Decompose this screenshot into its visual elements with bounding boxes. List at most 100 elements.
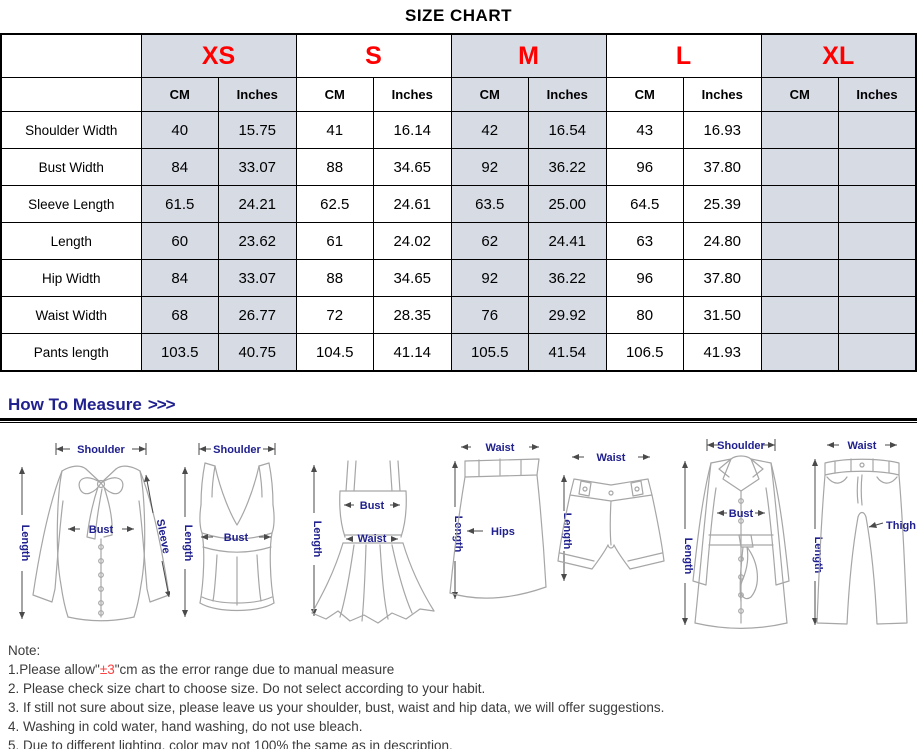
- size-value-cell: 41: [295, 111, 374, 149]
- unit-header-inches: Inches: [683, 77, 762, 112]
- size-value-cell-empty: [760, 296, 839, 334]
- size-value-cell-empty: [838, 185, 917, 223]
- length-arrow: [452, 461, 459, 599]
- size-header-xs: XS: [140, 33, 297, 78]
- bust-arrow: [201, 534, 272, 540]
- unit-header-inches: Inches: [373, 77, 452, 112]
- length-arrow: [681, 461, 688, 625]
- page-title: SIZE CHART: [405, 6, 512, 25]
- row-label: Pants length: [0, 333, 142, 372]
- diagram-dress: Length Bust Waist: [311, 460, 435, 624]
- size-value-cell-empty: [760, 148, 839, 186]
- size-value-cell: 41.93: [683, 333, 762, 372]
- shoulder-label: Shoulder: [717, 440, 765, 452]
- size-value-cell: 28.35: [373, 296, 452, 334]
- bust-label: Bust: [729, 508, 754, 520]
- size-value-cell: 96: [605, 148, 684, 186]
- size-value-cell: 64.5: [605, 185, 684, 223]
- unit-header-inches: Inches: [218, 77, 297, 112]
- size-value-cell: 33.07: [218, 259, 297, 297]
- shoulder-arrow: [706, 439, 776, 451]
- diagram-pants: Waist Length Thigh: [811, 440, 916, 625]
- shoulder-label: Shoulder: [77, 444, 125, 456]
- size-value-cell: 103.5: [140, 333, 219, 372]
- table-row: Waist Width 68 26.77 72 28.35 76 29.92 8…: [0, 296, 917, 334]
- size-value-cell: 31.50: [683, 296, 762, 334]
- size-value-cell: 25.00: [528, 185, 607, 223]
- unit-header-cm: CM: [295, 77, 374, 112]
- waist-arrow: [826, 442, 897, 448]
- notes-heading: Note:: [8, 643, 41, 658]
- bust-arrow: [68, 526, 134, 532]
- size-value-cell: 24.61: [373, 185, 452, 223]
- unit-header-row: CM Inches CM Inches CM Inches CM Inches …: [0, 77, 917, 112]
- size-value-cell-empty: [838, 296, 917, 334]
- waist-label: Waist: [486, 442, 515, 454]
- size-value-cell: 88: [295, 148, 374, 186]
- length-arrow: [182, 467, 189, 617]
- size-value-cell-empty: [838, 222, 917, 260]
- bust-arrow: [716, 510, 765, 516]
- note-item-2: 2. Please check size chart to choose siz…: [8, 681, 486, 696]
- unit-header-inches: Inches: [838, 77, 917, 112]
- size-value-cell: 88: [295, 259, 374, 297]
- size-header-row: XS S M L XL: [0, 33, 917, 78]
- waist-label: Waist: [358, 533, 387, 545]
- length-arrow: [560, 475, 567, 581]
- tank-top-drawing: [199, 462, 275, 612]
- size-value-cell: 29.92: [528, 296, 607, 334]
- size-value-cell: 76: [450, 296, 529, 334]
- size-value-cell: 26.77: [218, 296, 297, 334]
- size-value-cell: 92: [450, 148, 529, 186]
- unit-header-cm: CM: [760, 77, 839, 112]
- size-value-cell-empty: [838, 333, 917, 372]
- sleeve-arrow: [144, 474, 170, 598]
- size-value-cell-empty: [760, 259, 839, 297]
- chevrons-icon: >>>: [147, 395, 176, 414]
- blouse-drawing: [32, 465, 170, 622]
- row-label: Sleeve Length: [0, 185, 142, 223]
- how-to-measure-text: How To Measure: [8, 395, 142, 414]
- size-value-cell-empty: [760, 185, 839, 223]
- row-label: Waist Width: [0, 296, 142, 334]
- note-1-suffix: "cm as the error range due to manual mea…: [114, 662, 395, 677]
- size-value-cell: 16.54: [528, 111, 607, 149]
- waist-label: Waist: [847, 440, 876, 452]
- bust-label: Bust: [224, 532, 249, 544]
- length-label: Length: [812, 537, 824, 574]
- measure-diagrams: Shoulder Length: [0, 433, 917, 633]
- size-value-cell: 16.14: [373, 111, 452, 149]
- size-header-l: L: [605, 33, 762, 78]
- size-value-cell: 24.80: [683, 222, 762, 260]
- size-value-cell: 24.02: [373, 222, 452, 260]
- notes-section: Note: 1.Please allow"±3"cm as the error …: [8, 641, 917, 749]
- note-item-5: 5. Due to different lighting, color may …: [8, 738, 453, 749]
- length-label: Length: [682, 538, 694, 575]
- diagram-coat: Shoulder Length: [681, 439, 790, 629]
- size-header-s: S: [295, 33, 452, 78]
- length-arrow: [19, 467, 25, 619]
- hips-arrow: [467, 528, 484, 534]
- size-value-cell: 62: [450, 222, 529, 260]
- size-value-cell: 60: [140, 222, 219, 260]
- length-label: Length: [19, 525, 31, 562]
- hips-label: Hips: [491, 526, 515, 538]
- size-value-cell: 68: [140, 296, 219, 334]
- size-value-cell: 40: [140, 111, 219, 149]
- shoulder-label: Shoulder: [213, 444, 261, 456]
- table-row: Hip Width 84 33.07 88 34.65 92 36.22 96 …: [0, 259, 917, 297]
- size-value-cell: 41.14: [373, 333, 452, 372]
- divider-rule: [0, 418, 917, 423]
- how-to-measure-heading: How To Measure >>>: [8, 395, 917, 415]
- skirt-drawing: [449, 458, 548, 599]
- size-value-cell: 105.5: [450, 333, 529, 372]
- size-value-cell: 104.5: [295, 333, 374, 372]
- diagram-shorts: Waist Length: [557, 452, 665, 581]
- size-value-cell-empty: [760, 222, 839, 260]
- length-arrow: [811, 459, 818, 625]
- bust-label: Bust: [360, 500, 385, 512]
- waist-label: Waist: [596, 452, 625, 464]
- size-value-cell: 72: [295, 296, 374, 334]
- size-value-cell: 40.75: [218, 333, 297, 372]
